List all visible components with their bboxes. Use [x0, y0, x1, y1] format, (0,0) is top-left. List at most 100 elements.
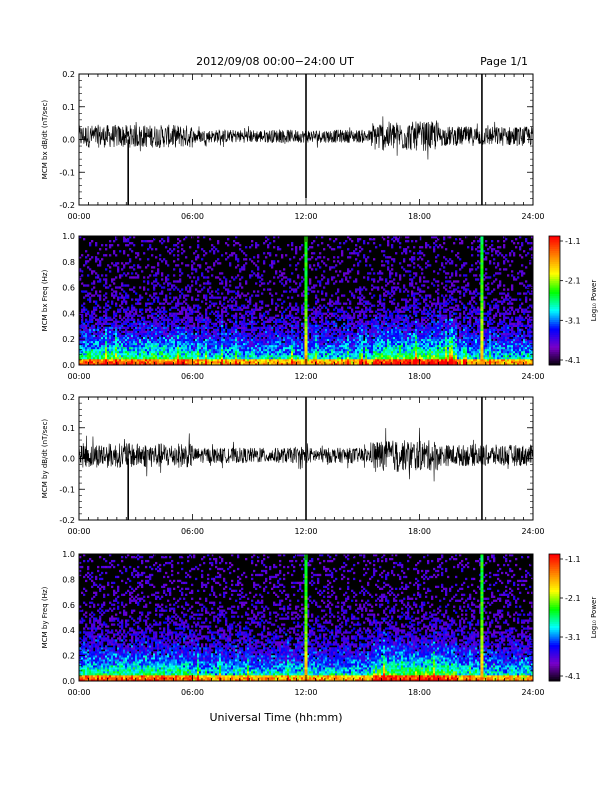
- spectrogram-cell: [239, 248, 242, 251]
- spectrogram-cell: [131, 346, 134, 350]
- spectrogram-cell: [379, 316, 382, 319]
- spectrogram-cell: [253, 342, 256, 346]
- spectrogram-cell: [387, 242, 390, 245]
- spectrogram-cell: [239, 296, 242, 299]
- spectrogram-cell: [249, 328, 252, 332]
- spectrogram-cell: [153, 238, 156, 241]
- spectrogram-cell: [181, 252, 184, 255]
- spectrogram-cell: [347, 326, 350, 330]
- spectrogram-cell: [169, 332, 172, 336]
- spectrogram-cell: [297, 344, 300, 348]
- spectrogram-cell: [141, 338, 144, 342]
- spectrogram-cell: [355, 356, 358, 360]
- spectrogram-cell: [241, 360, 244, 364]
- spectrogram-cell: [337, 330, 340, 334]
- spectrogram-cell: [177, 258, 180, 261]
- spectrogram-cell: [365, 334, 368, 338]
- spectrogram-cell: [137, 356, 140, 360]
- spectrogram-cell: [147, 356, 150, 360]
- spectrogram-cell: [131, 318, 134, 321]
- spectrogram-cell: [343, 328, 346, 332]
- spectrogram-cell: [359, 296, 362, 299]
- spectrogram-cell: [335, 362, 338, 366]
- spectrogram-cell: [167, 334, 170, 338]
- spectrogram-cell: [359, 328, 362, 332]
- spectrogram-cell: [363, 342, 366, 346]
- spectrogram-cell: [103, 328, 106, 332]
- spectrogram-cell: [353, 362, 356, 366]
- spectrogram-cell: [97, 342, 100, 346]
- spectrogram-cell: [83, 284, 86, 287]
- spectrogram-cell: [91, 334, 94, 338]
- spectrogram-cell: [179, 296, 182, 299]
- spectrogram-cell: [367, 322, 370, 325]
- spectrogram-cell: [163, 322, 166, 325]
- spectrogram-cell: [131, 342, 134, 346]
- spectrogram-cell: [317, 290, 320, 293]
- spectrogram-cell: [251, 324, 254, 328]
- spectrogram-cell: [209, 352, 212, 356]
- spectrogram-cell: [235, 318, 238, 321]
- spectrogram-cell: [211, 302, 214, 305]
- spectrogram-cell: [313, 312, 316, 315]
- spectrogram-cell: [301, 350, 304, 354]
- spectrogram-cell: [79, 338, 82, 342]
- spectrogram-cell: [95, 256, 98, 259]
- spectrogram-cell: [179, 348, 182, 352]
- spectrogram-cell: [359, 358, 362, 362]
- spectrogram-cell: [177, 358, 180, 362]
- spectrogram-cell: [157, 334, 160, 338]
- spectrogram-cell: [187, 274, 190, 277]
- spectrogram-cell: [213, 332, 216, 336]
- spectrogram-cell: [313, 240, 316, 243]
- spectrogram-cell: [237, 348, 240, 352]
- spectrogram-cell: [291, 272, 294, 275]
- spectrogram-cell: [303, 346, 306, 350]
- spectrogram-cell: [109, 318, 112, 321]
- spectrogram-cell: [121, 334, 124, 338]
- spectrogram-cell: [119, 342, 122, 346]
- spectrogram-cell: [287, 338, 290, 342]
- spectrogram-cell: [311, 346, 314, 350]
- spectrogram-cell: [125, 320, 128, 323]
- spectrogram-cell: [379, 328, 382, 332]
- spectrogram-cell: [333, 346, 336, 350]
- spectrogram-cell: [319, 312, 322, 315]
- spectrogram-cell: [329, 342, 332, 346]
- spectrogram-cell: [299, 258, 302, 261]
- spectrogram-cell: [181, 332, 184, 336]
- spectrogram-cell: [233, 328, 236, 332]
- spectrogram-cell: [243, 350, 246, 354]
- spectrogram-cell: [303, 336, 306, 340]
- spectrogram-cell: [355, 288, 358, 291]
- spectrogram-cell: [281, 254, 284, 257]
- spectrogram-cell: [193, 348, 196, 352]
- spectrogram-cell: [325, 322, 328, 325]
- spectrogram-cell: [251, 270, 254, 273]
- spectrogram-cell: [213, 328, 216, 332]
- spectrogram-cell: [237, 306, 240, 309]
- spectrogram-cell: [285, 322, 288, 325]
- spectrogram-cell: [241, 344, 244, 348]
- spectrogram-cell: [131, 276, 134, 279]
- spectrogram-cell: [211, 296, 214, 299]
- spectrogram-cell: [157, 270, 160, 273]
- spectrogram-cell: [153, 356, 156, 360]
- spectrogram-cell: [381, 250, 384, 253]
- spectrogram-cell: [117, 354, 120, 358]
- spectrogram-cell: [223, 342, 226, 346]
- spectrogram-cell: [109, 266, 112, 269]
- spectrogram-cell: [365, 326, 368, 330]
- spectrogram-cell: [87, 328, 90, 332]
- spectrogram-cell: [217, 250, 220, 253]
- spectrogram-cell: [207, 340, 210, 344]
- spectrogram-cell: [277, 324, 280, 328]
- spectrogram-cell: [387, 324, 390, 328]
- spectrogram-cell: [217, 310, 220, 313]
- spectrogram-cell: [303, 360, 306, 364]
- spectrogram-cell: [189, 326, 192, 330]
- spectrogram-cell: [225, 352, 228, 356]
- spectrogram-cell: [289, 340, 292, 344]
- spectrogram-cell: [319, 252, 322, 255]
- spectrogram-cell: [177, 312, 180, 315]
